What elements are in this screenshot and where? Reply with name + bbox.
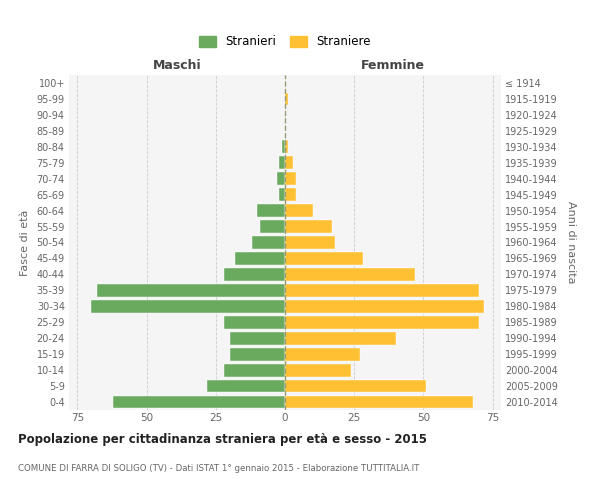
Bar (285, 140, 288, 153)
Text: Femmine: Femmine (361, 59, 425, 72)
Bar (285, 172, 296, 185)
Y-axis label: Fasce di età: Fasce di età (20, 210, 29, 276)
Bar (285, 364, 352, 376)
Bar (252, 236, 285, 249)
Bar (230, 348, 285, 360)
Text: Popolazione per cittadinanza straniera per età e sesso - 2015: Popolazione per cittadinanza straniera p… (18, 432, 427, 446)
Bar (285, 268, 415, 281)
Bar (280, 156, 285, 169)
Bar (285, 188, 296, 201)
Bar (280, 188, 285, 201)
Bar (97, 284, 285, 296)
Bar (224, 268, 285, 281)
Bar (285, 332, 396, 344)
Bar (285, 220, 332, 233)
Bar (285, 284, 479, 296)
Bar (230, 332, 285, 344)
Bar (113, 396, 285, 408)
Y-axis label: Anni di nascita: Anni di nascita (566, 201, 577, 284)
Bar (285, 204, 313, 217)
Bar (235, 252, 285, 265)
Bar (285, 396, 473, 408)
Bar (285, 316, 479, 328)
Bar (285, 300, 484, 312)
Bar (224, 364, 285, 376)
Text: COMUNE DI FARRA DI SOLIGO (TV) - Dati ISTAT 1° gennaio 2015 - Elaborazione TUTTI: COMUNE DI FARRA DI SOLIGO (TV) - Dati IS… (18, 464, 419, 473)
Bar (91, 300, 285, 312)
Bar (208, 380, 285, 392)
Bar (257, 204, 285, 217)
Text: Maschi: Maschi (152, 59, 202, 72)
Bar (285, 348, 360, 360)
Bar (285, 236, 335, 249)
Bar (260, 220, 285, 233)
Bar (285, 252, 362, 265)
Bar (285, 92, 288, 106)
Bar (285, 156, 293, 169)
Bar (277, 172, 285, 185)
Bar (282, 140, 285, 153)
Bar (285, 380, 426, 392)
Bar (224, 316, 285, 328)
Legend: Stranieri, Straniere: Stranieri, Straniere (194, 30, 376, 53)
